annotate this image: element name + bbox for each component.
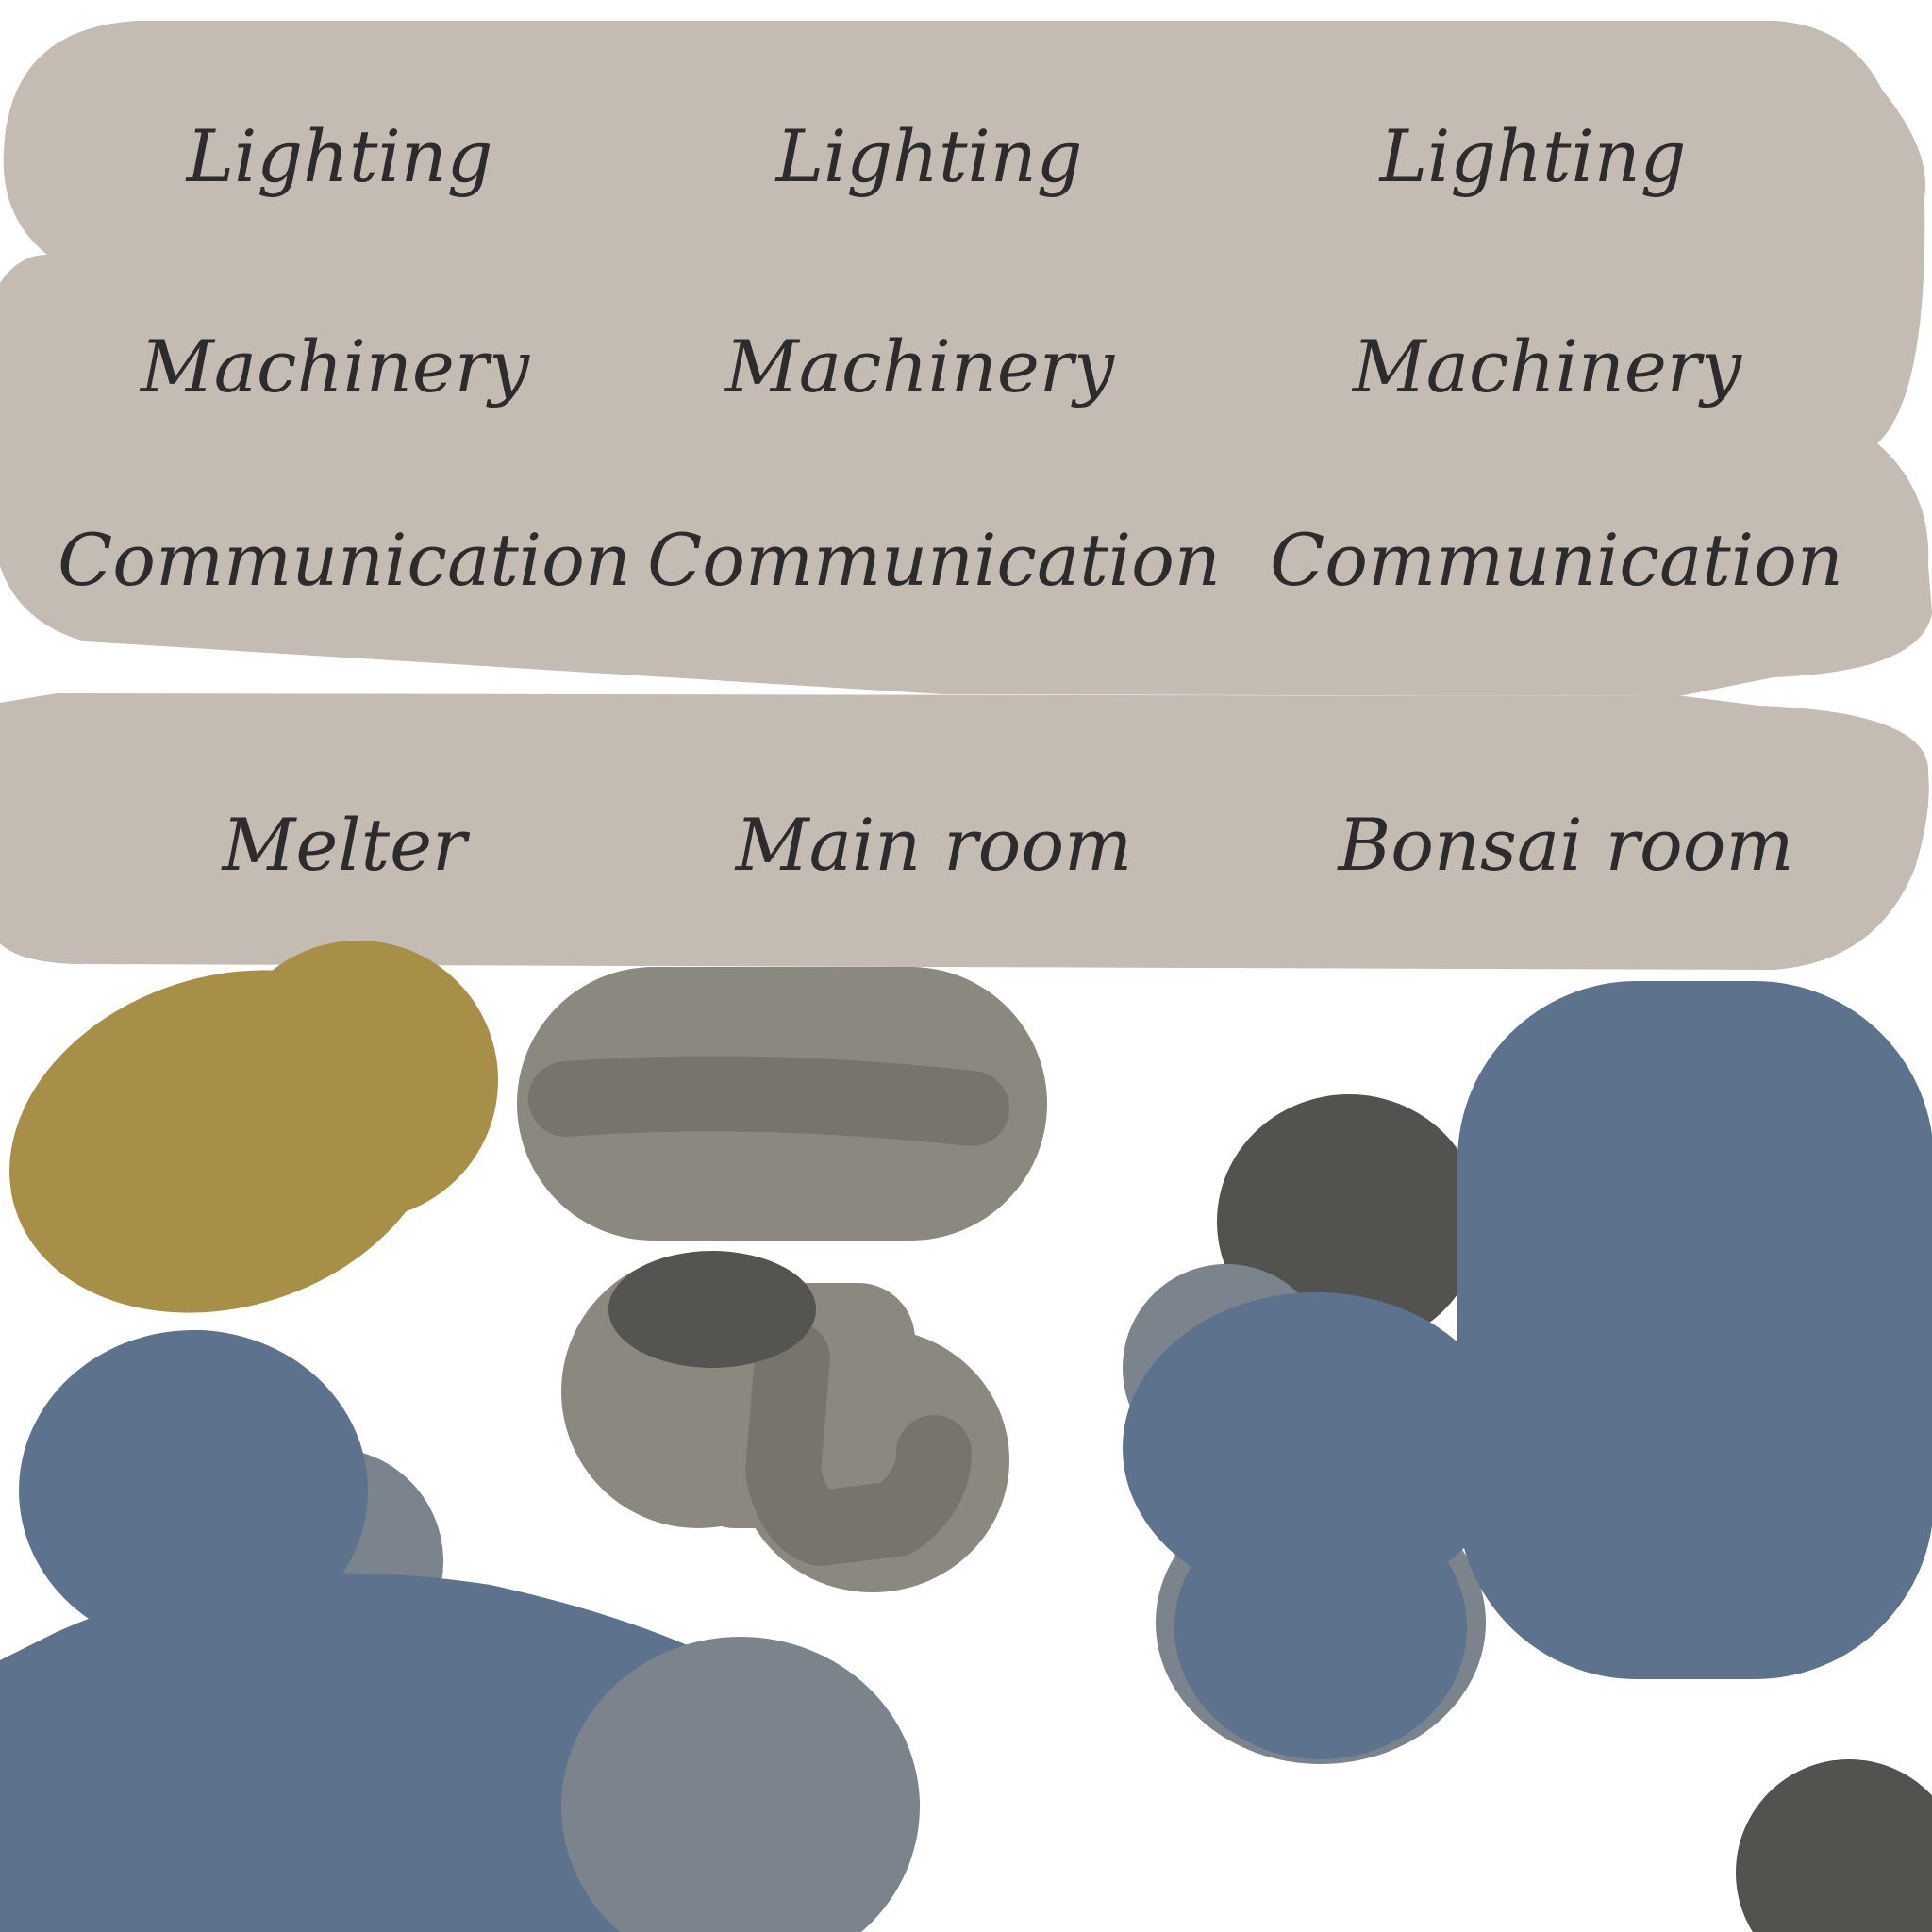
grid-label: Machinery — [724, 325, 1115, 408]
slate-blob-right — [1123, 981, 1932, 1764]
panel-upper-shape — [0, 21, 1932, 696]
stone-capsule — [517, 967, 1047, 1241]
panel-lower-shape — [0, 693, 1929, 970]
mustard-blob-part — [9, 970, 443, 1313]
grid-label: Communication — [647, 518, 1221, 602]
charcoal-ball-corner — [1736, 1759, 1932, 1932]
stone-cluster-stroke — [745, 1321, 972, 1566]
grid-label: Lighting — [1378, 114, 1687, 198]
slate-blob-part — [561, 1637, 920, 1932]
mustard-blob — [9, 941, 498, 1313]
room-label-main: Main room — [734, 803, 1132, 887]
slate-blob-left — [0, 1330, 920, 1932]
grid-label: Communication — [58, 518, 631, 602]
grid-label: Machinery — [1351, 325, 1742, 408]
room-label-melter: Melter — [221, 803, 472, 887]
slate-blob-part — [1174, 1495, 1467, 1759]
grid-label: Communication — [1270, 518, 1843, 602]
grid-label: Lighting — [185, 114, 493, 198]
grid-label: Machinery — [139, 325, 530, 408]
grid-label: Lighting — [774, 114, 1083, 198]
label-panel — [0, 21, 1932, 970]
room-label-bonsai: Bonsai room — [1336, 803, 1793, 887]
slate-blob-part — [19, 1330, 368, 1651]
stone-capsule-stroke — [528, 1056, 1009, 1146]
charcoal-pill — [608, 1251, 816, 1368]
label-grid: Lighting Lighting Lighting Machinery Mac… — [58, 114, 1843, 887]
slate-blob-part — [0, 1623, 311, 1924]
stone-cluster — [561, 1251, 1009, 1592]
slate-blob-part — [1457, 981, 1932, 1679]
